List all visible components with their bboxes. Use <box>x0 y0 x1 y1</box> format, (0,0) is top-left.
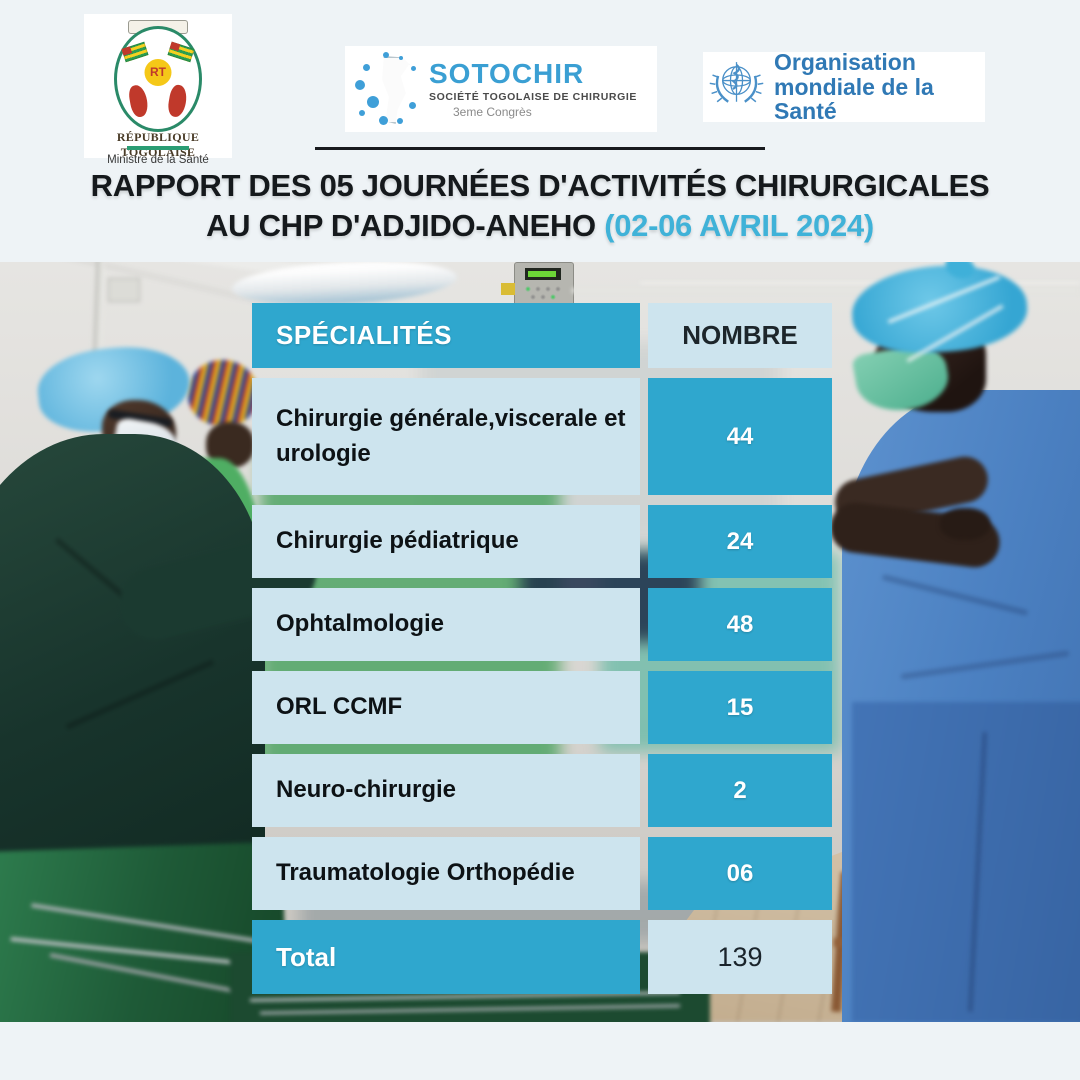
lion-icon <box>166 83 189 119</box>
title-date-accent: (02-06 AVRIL 2024) <box>604 208 874 244</box>
table-total-row: Total 139 <box>252 920 832 994</box>
count-cell: 48 <box>648 588 832 661</box>
page-title: RAPPORT DES 05 JOURNÉES D'ACTIVITÉS CHIR… <box>0 166 1080 247</box>
specialty-cell: Ophtalmologie <box>252 588 640 661</box>
togo-coat-of-arms-icon: RT <box>114 26 202 132</box>
togo-flag-icon <box>167 41 195 63</box>
specialty-cell: ORL CCMF <box>252 671 640 744</box>
count-cell: 44 <box>648 378 832 495</box>
who-globe-icon <box>709 62 764 103</box>
specialties-table: SPÉCIALITÉS NOMBRE Chirurgie générale,vi… <box>252 303 832 994</box>
togo-ministry-logo: RT RÉPUBLIQUE TOGOLAISE Ministre de la S… <box>84 14 232 166</box>
table-body: Chirurgie générale,viscerale et urologie… <box>252 378 832 910</box>
togo-logo-divider <box>127 146 189 150</box>
total-value: 139 <box>648 920 832 994</box>
count-cell: 24 <box>648 505 832 578</box>
table-row: Neuro-chirurgie 2 <box>252 754 832 827</box>
header-divider <box>315 147 765 150</box>
count-cell: 2 <box>648 754 832 827</box>
title-line-1: RAPPORT DES 05 JOURNÉES D'ACTIVITÉS CHIR… <box>90 168 990 203</box>
who-logo: Organisation mondiale de la Santé <box>703 48 985 125</box>
lion-icon <box>127 83 150 119</box>
table-row: Chirurgie générale,viscerale et urologie… <box>252 378 832 495</box>
sotochir-wordmark: SOTOCHIR <box>429 57 585 89</box>
specialty-cell: Neuro-chirurgie <box>252 754 640 827</box>
table-row: ORL CCMF 15 <box>252 671 832 744</box>
header-count: NOMBRE <box>648 303 832 368</box>
togo-flag-icon <box>121 41 149 63</box>
table-row: Ophtalmologie 48 <box>252 588 832 661</box>
count-cell: 06 <box>648 837 832 910</box>
monitor-device <box>501 262 574 308</box>
specialty-cell: Chirurgie générale,viscerale et urologie <box>252 378 640 495</box>
togo-logo-subtitle: Ministre de la Santé <box>107 154 209 166</box>
patterned-cap <box>183 355 263 431</box>
togo-map-icon <box>353 52 425 126</box>
specialty-cell: Traumatologie Orthopédie <box>252 837 640 910</box>
table-row: Chirurgie pédiatrique 24 <box>252 505 832 578</box>
wall-rail <box>572 288 1080 293</box>
specialty-cell: Chirurgie pédiatrique <box>252 505 640 578</box>
sotochir-subtitle: SOCIÉTÉ TOGOLAISE DE CHIRURGIE <box>429 90 637 103</box>
title-line-2: AU CHP D'ADJIDO-ANEHO (02-06 AVRIL 2024) <box>206 208 874 244</box>
sotochir-tagline: 3eme Congrès <box>453 104 532 119</box>
sotochir-logo: SOTOCHIR SOCIÉTÉ TOGOLAISE DE CHIRURGIE … <box>345 46 657 132</box>
table-header-row: SPÉCIALITÉS NOMBRE <box>252 303 832 368</box>
count-cell: 15 <box>648 671 832 744</box>
total-label: Total <box>252 920 640 994</box>
rt-monogram: RT <box>144 59 172 86</box>
table-row: Traumatologie Orthopédie 06 <box>252 837 832 910</box>
header-specialty: SPÉCIALITÉS <box>252 303 640 368</box>
who-wordmark: Organisation mondiale de la Santé <box>774 48 934 125</box>
